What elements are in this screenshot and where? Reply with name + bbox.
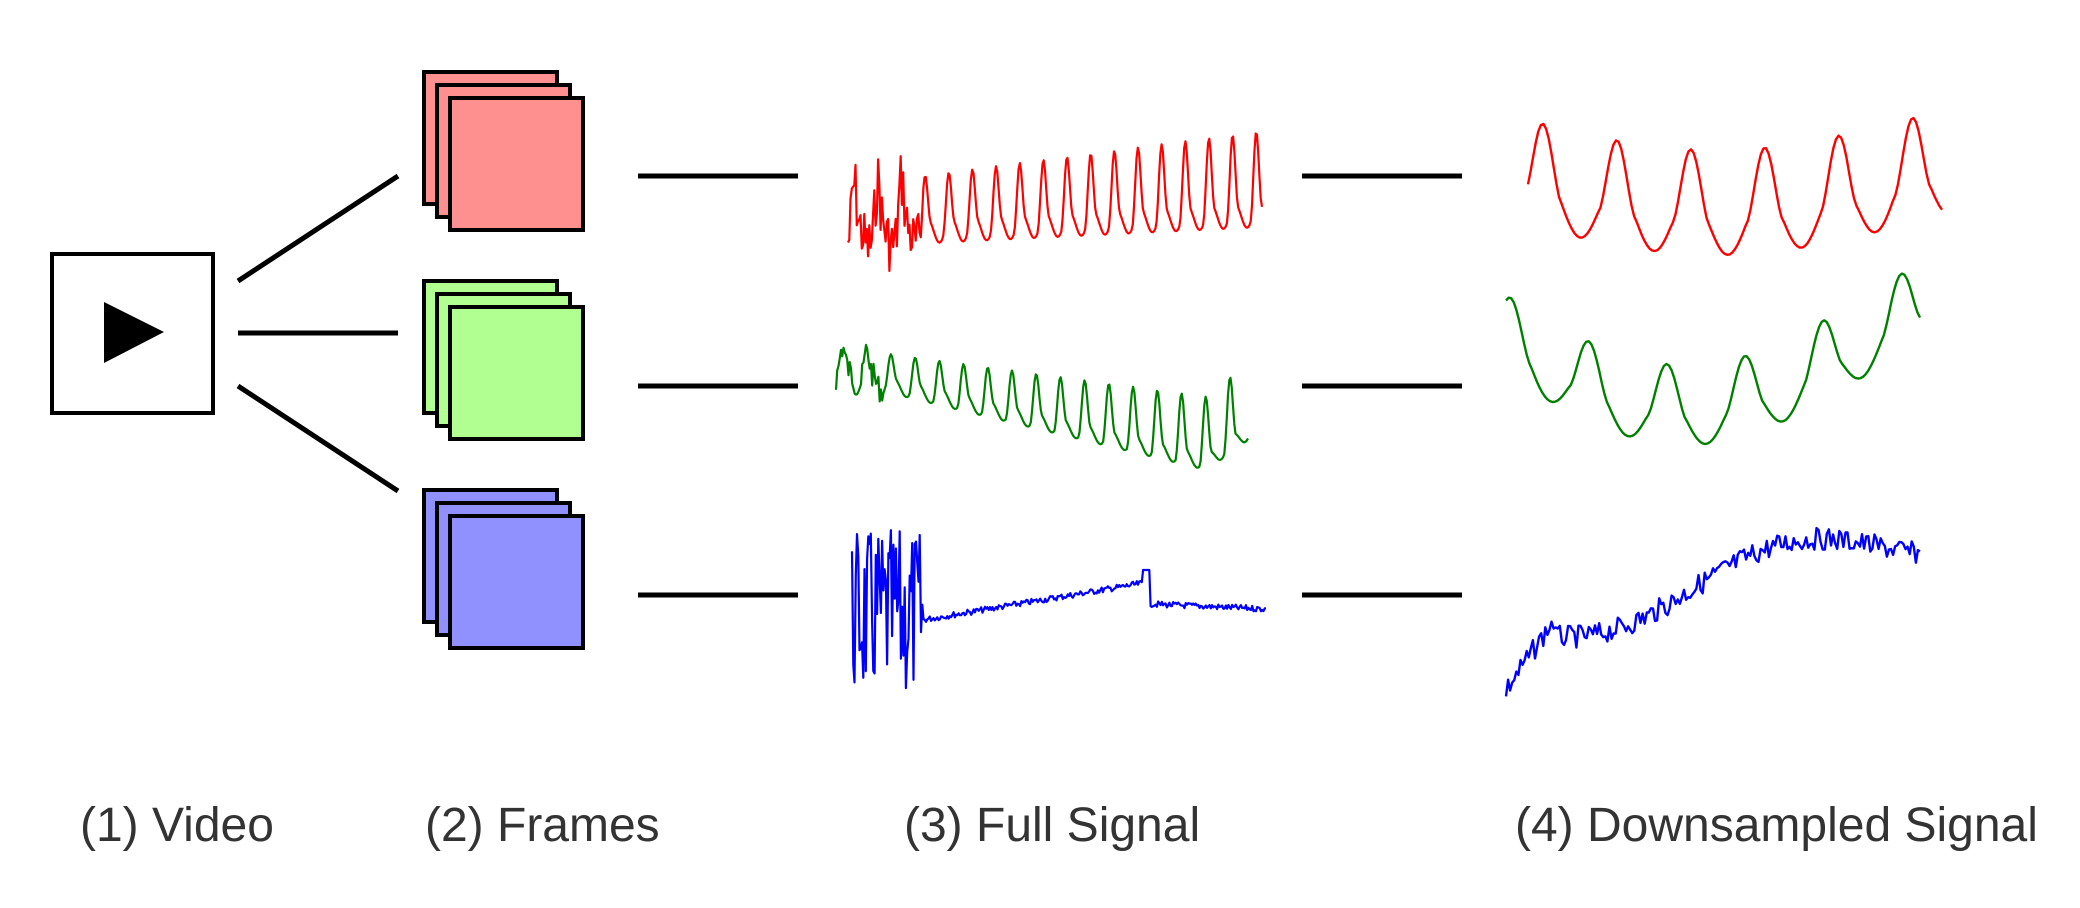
frame-connectors <box>638 173 798 598</box>
full-signal-red <box>847 132 1264 273</box>
play-icon <box>104 302 164 363</box>
full-signal-green <box>834 343 1249 469</box>
connector-video-blue <box>236 383 400 494</box>
frame <box>448 305 585 441</box>
caption-full-signal: (3) Full Signal <box>904 799 1201 852</box>
frame <box>448 514 585 650</box>
frame-stack-green <box>422 279 585 441</box>
downsampled-signal-green <box>1505 272 1922 446</box>
full-signals <box>834 132 1267 690</box>
full-signal-blue <box>850 529 1267 690</box>
downsampled-signals <box>1504 116 1943 697</box>
frame-stack-blue <box>422 488 585 650</box>
signal-connectors <box>1302 173 1462 598</box>
caption-frames: (2) Frames <box>425 799 660 852</box>
caption-downsampled-signal: (4) Downsampled Signal <box>1515 799 2038 852</box>
caption-video: (1) Video <box>80 799 274 852</box>
video-connectors <box>236 173 400 494</box>
video-node <box>50 252 215 415</box>
downsampled-signal-blue <box>1504 526 1921 697</box>
downsampled-signal-red <box>1526 116 1943 257</box>
frame-stack-red <box>422 70 585 232</box>
connector-video-red <box>236 173 400 284</box>
frame <box>448 96 585 232</box>
